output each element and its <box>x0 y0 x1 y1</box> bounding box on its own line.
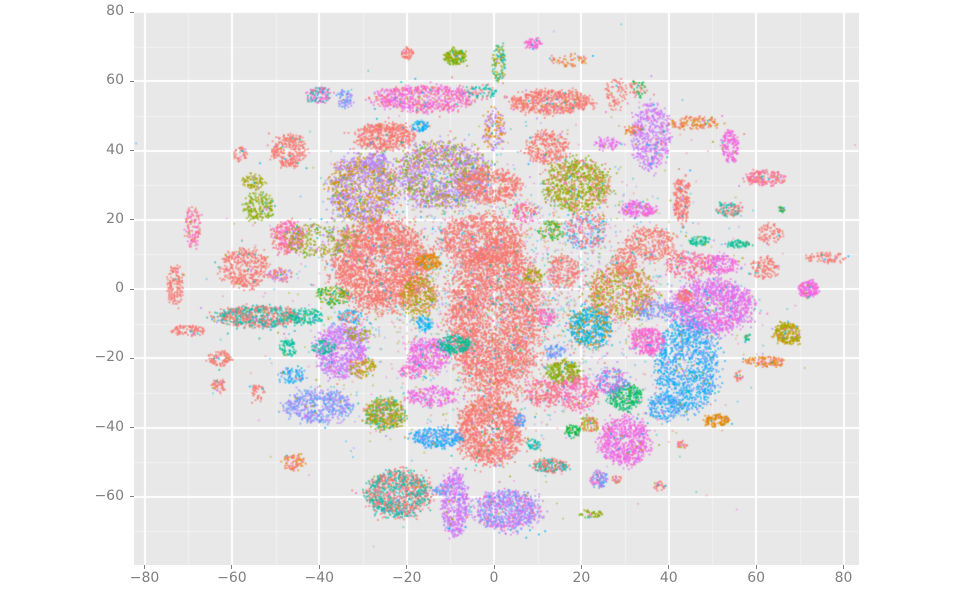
y-tick-label: −60 <box>94 487 124 504</box>
x-tick-label: −40 <box>304 570 335 586</box>
plot-panel <box>134 12 859 565</box>
x-tick-mark <box>668 565 670 569</box>
y-tick-mark <box>130 427 134 428</box>
y-tick-mark <box>130 288 134 290</box>
x-tick-label: 0 <box>489 570 499 586</box>
x-tick-mark <box>843 565 844 569</box>
y-tick-label: 20 <box>106 210 124 227</box>
x-tick-label: 40 <box>659 570 678 586</box>
x-tick-label: −80 <box>129 570 160 586</box>
x-tick-mark <box>231 565 233 569</box>
x-tick-label: 80 <box>834 570 853 586</box>
y-tick-mark <box>130 80 134 82</box>
y-tick-label: 0 <box>115 280 124 296</box>
x-tick-label: −60 <box>217 570 247 586</box>
y-tick-label: 80 <box>106 3 124 19</box>
x-tick-mark <box>144 565 145 569</box>
y-tick-mark <box>130 496 134 498</box>
y-tick-mark <box>130 11 134 13</box>
x-tick-mark <box>755 565 757 569</box>
x-tick-label: −20 <box>391 570 422 586</box>
y-tick-mark <box>130 357 134 359</box>
x-tick-label: 20 <box>572 570 591 586</box>
y-tick-label: −20 <box>94 349 124 366</box>
y-tick-mark <box>130 150 134 151</box>
y-tick-label: −40 <box>94 418 124 435</box>
x-tick-label: 60 <box>747 570 766 586</box>
y-tick-label: 60 <box>106 72 124 89</box>
x-tick-mark <box>318 565 320 569</box>
x-tick-mark <box>493 565 495 569</box>
x-tick-mark <box>406 565 408 569</box>
scatter-points-canvas <box>134 12 859 565</box>
x-tick-mark <box>580 565 582 569</box>
y-tick-label: 40 <box>106 141 124 158</box>
y-tick-mark <box>130 219 134 221</box>
